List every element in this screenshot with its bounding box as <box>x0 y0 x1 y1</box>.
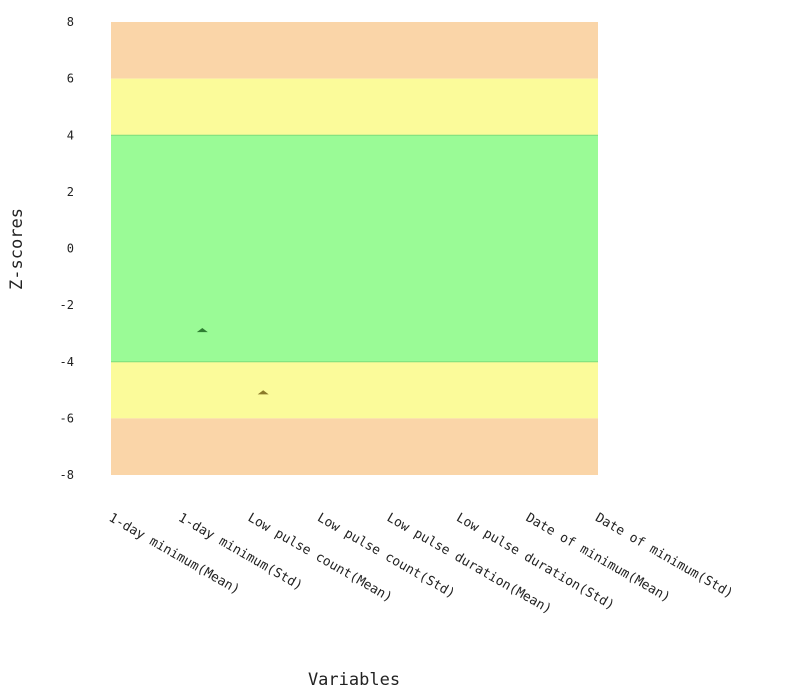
data-points <box>196 327 269 395</box>
y-axis-title: Z-scores <box>7 208 27 290</box>
x-axis-title: Variables <box>308 670 400 690</box>
y-tick-label: -8 <box>60 468 74 482</box>
band-0 <box>111 22 598 79</box>
y-tick-label: 8 <box>67 15 74 29</box>
data-point <box>196 327 208 333</box>
y-tick-label: 6 <box>67 72 74 86</box>
x-category-label: 1-day minimum(Std) <box>176 510 306 593</box>
band-4 <box>111 418 598 475</box>
y-tick-label: 0 <box>67 242 74 256</box>
x-category-labels: 1-day minimum(Mean)1-day minimum(Std)Low… <box>106 510 736 617</box>
y-tick-label: -4 <box>60 355 74 369</box>
band-2 <box>111 135 598 362</box>
zscore-bands <box>111 22 598 475</box>
y-tick-label: -2 <box>60 298 74 312</box>
data-point <box>257 390 269 395</box>
y-tick-label: 2 <box>67 185 74 199</box>
y-tick-labels: 8 6 4 2 0 -2 -4 -6 -8 <box>60 15 74 482</box>
y-tick-label: 4 <box>67 128 74 142</box>
x-category-label: 1-day minimum(Mean) <box>106 510 242 597</box>
band-3 <box>111 361 598 419</box>
band-1 <box>111 78 598 136</box>
y-tick-label: -6 <box>60 411 74 425</box>
